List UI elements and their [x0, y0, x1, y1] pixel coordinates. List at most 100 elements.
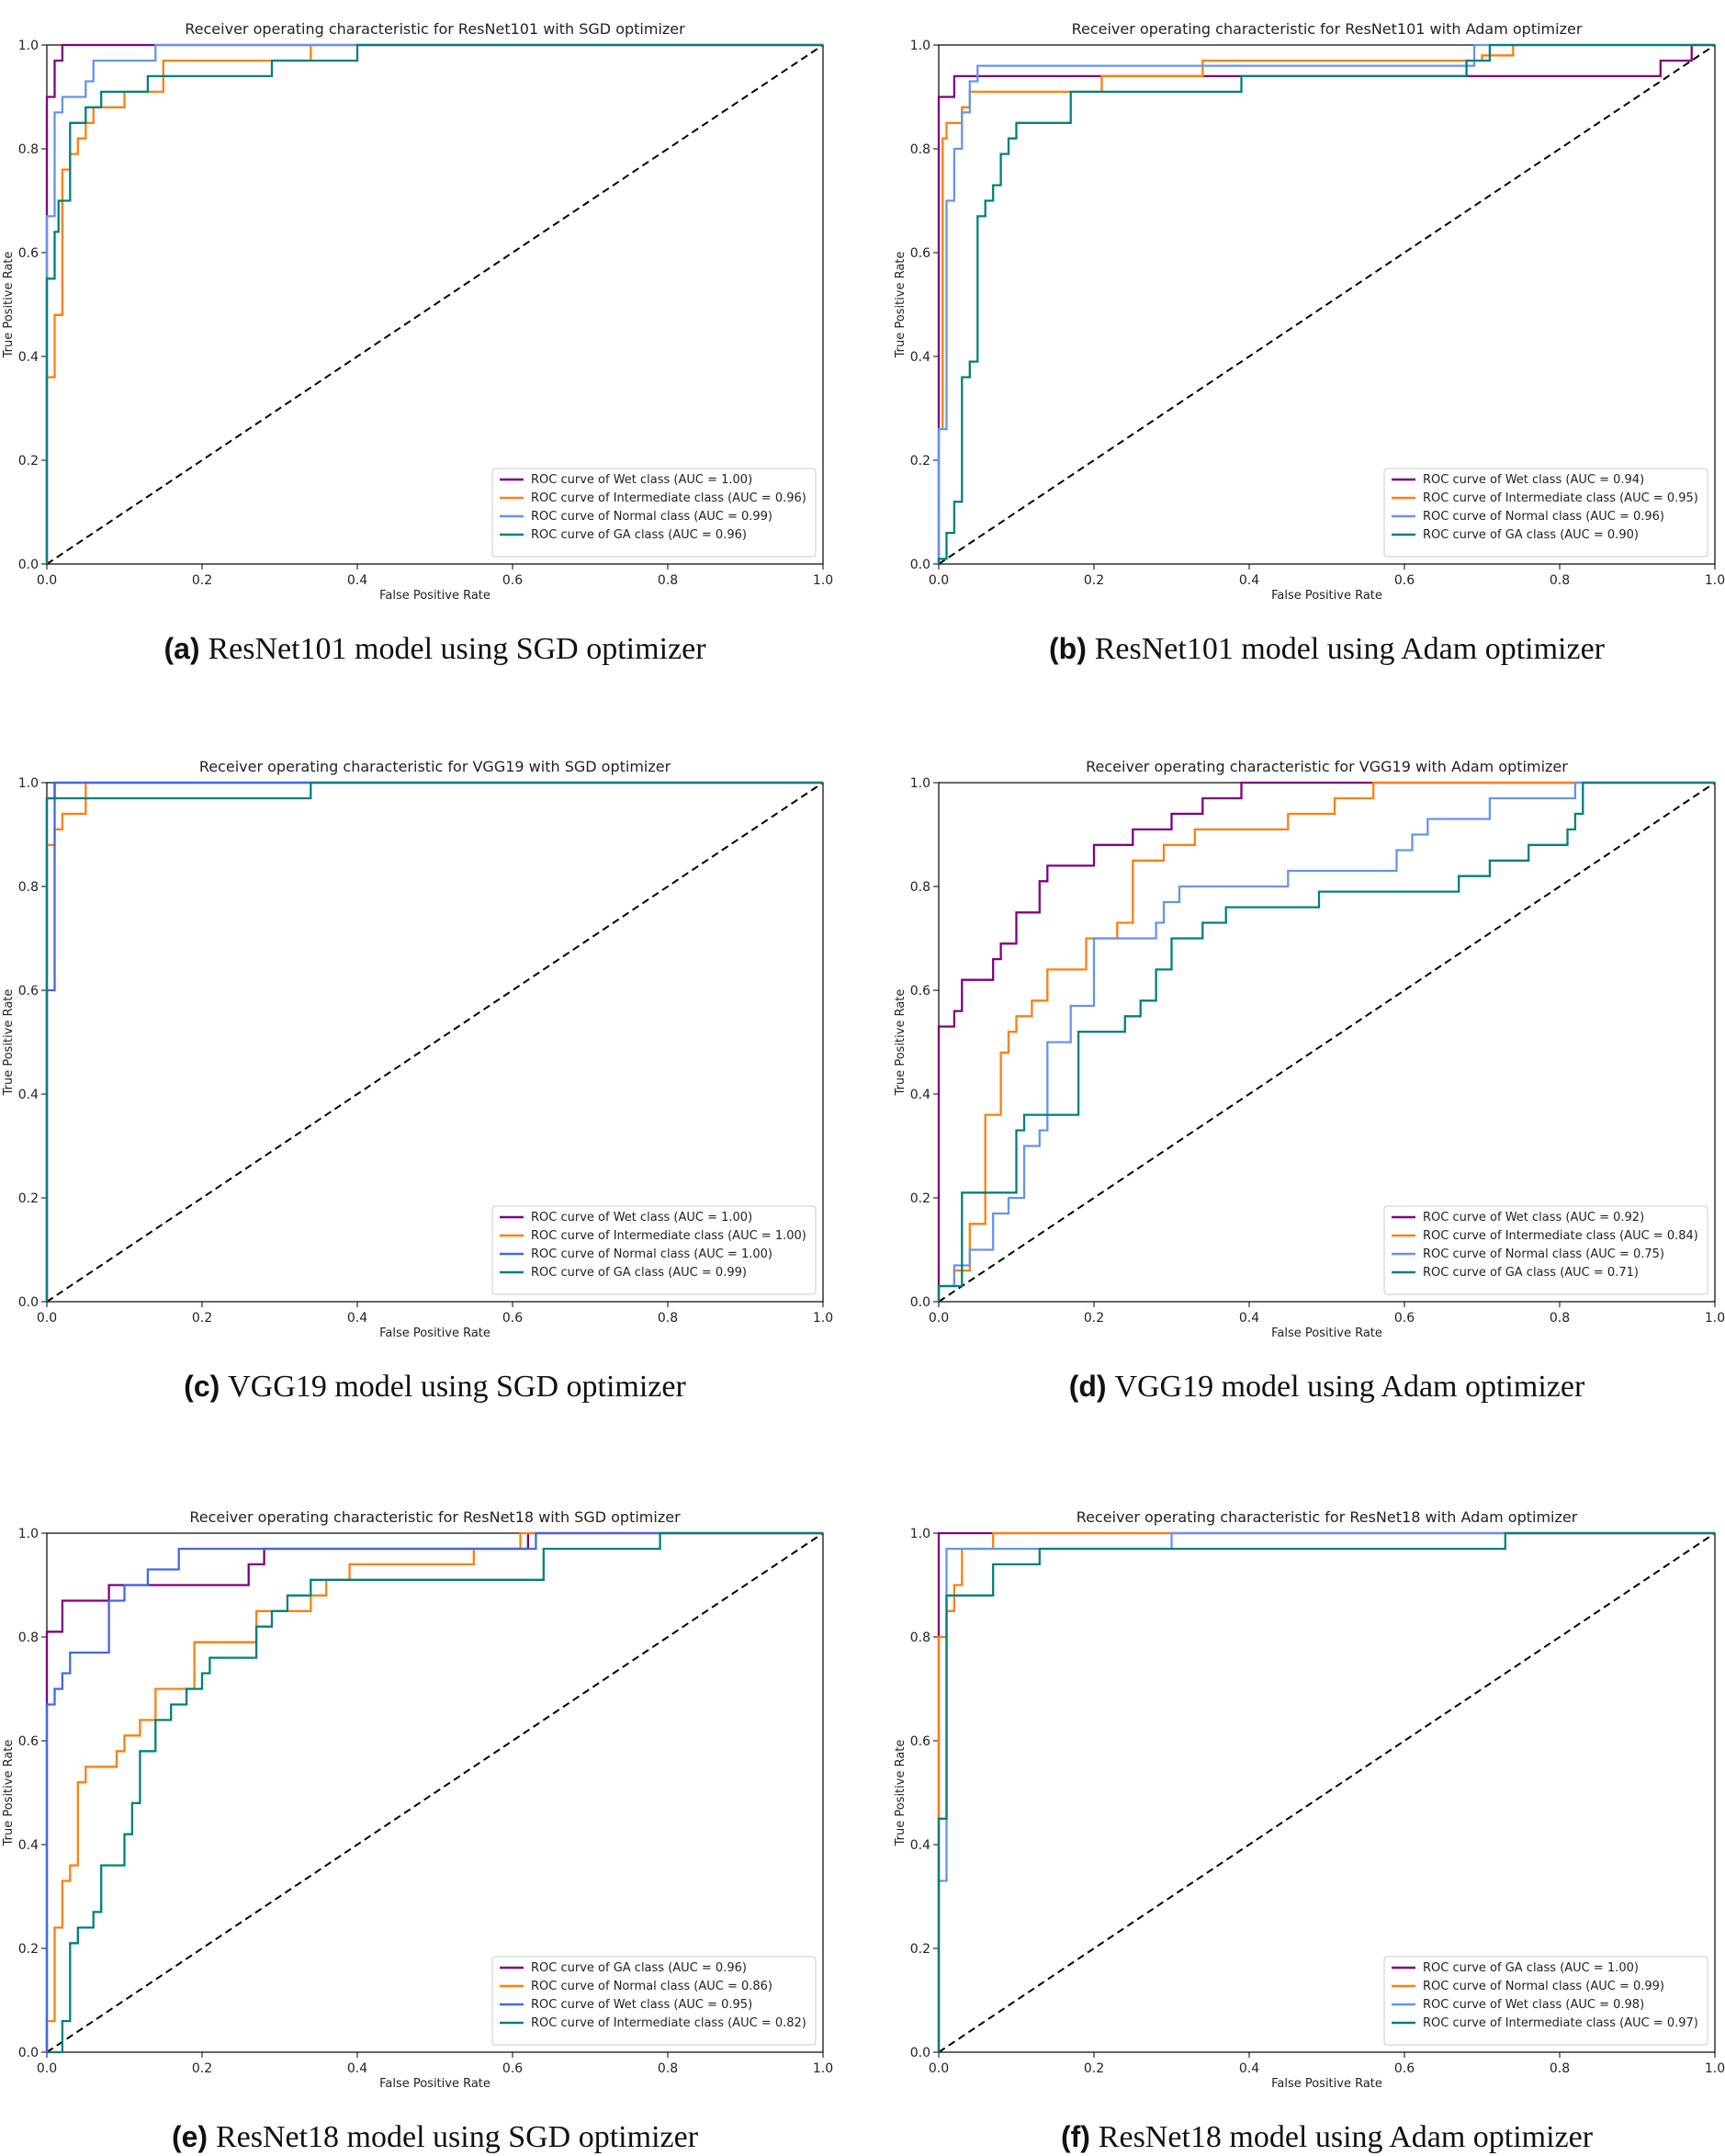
x-axis-label: False Positive Rate — [379, 2077, 490, 2091]
x-tick-label: 0.6 — [502, 1311, 523, 1326]
roc-panel: Receiver operating characteristic for VG… — [894, 758, 1725, 1404]
y-tick-label: 0.4 — [18, 350, 39, 365]
roc-series-line — [45, 1531, 823, 2052]
y-tick-label: 1.0 — [18, 39, 39, 53]
y-tick-label: 0.2 — [18, 1942, 39, 1957]
y-tick-label: 0.2 — [910, 1191, 930, 1206]
y-tick-label: 1.0 — [910, 39, 930, 53]
legend-box — [1383, 1956, 1708, 2046]
caption-text: VGG19 model using SGD optimizer — [228, 1370, 686, 1404]
legend-entry: ROC curve of Normal class (AUC = 0.86) — [531, 1980, 772, 1993]
x-tick-label: 0.2 — [192, 2061, 212, 2076]
y-tick-label: 1.0 — [910, 776, 930, 791]
chance-diagonal-line — [46, 44, 824, 565]
panel-caption: (a) ResNet101 model using SGD optimizer — [163, 632, 706, 666]
legend-entry: ROC curve of GA class (AUC = 0.71) — [1423, 1266, 1639, 1280]
legend-entry: ROC curve of GA class (AUC = 1.00) — [1423, 1961, 1639, 1975]
x-tick-label: 0.4 — [1239, 1311, 1259, 1326]
y-tick-label: 0.2 — [18, 1191, 39, 1206]
legend-entry: ROC curve of Intermediate class (AUC = 0… — [1423, 1229, 1698, 1243]
roc-series-line — [45, 43, 823, 564]
y-tick-label: 0.4 — [910, 350, 930, 365]
chart-title: Receiver operating characteristic for Re… — [185, 20, 685, 38]
y-tick-label: 0.4 — [910, 1838, 930, 1853]
x-tick-label: 0.8 — [1550, 573, 1570, 588]
caption-letter: (f) — [1061, 2120, 1099, 2153]
x-axis-label: False Positive Rate — [379, 589, 490, 603]
y-tick-label: 0.2 — [910, 1942, 930, 1957]
roc-panel: Receiver operating characteristic for Re… — [894, 1508, 1725, 2154]
chart-title: Receiver operating characteristic for VG… — [199, 758, 671, 775]
x-tick-label: 0.4 — [347, 2061, 367, 2076]
x-tick-label: 0.8 — [658, 1311, 678, 1326]
x-axis-label: False Positive Rate — [1271, 1326, 1382, 1340]
legend-entry: ROC curve of GA class (AUC = 0.96) — [531, 528, 747, 542]
chart-title: Receiver operating characteristic for Re… — [1072, 20, 1583, 38]
x-tick-label: 0.4 — [1239, 573, 1259, 588]
legend-box — [1383, 1205, 1708, 1295]
x-tick-label: 0.8 — [658, 573, 678, 588]
legend-box — [491, 468, 817, 558]
legend-entry: ROC curve of Intermediate class (AUC = 0… — [531, 2016, 806, 2030]
y-tick-label: 1.0 — [18, 776, 39, 791]
roc-series-line — [45, 1531, 823, 2052]
x-tick-label: 0.2 — [1084, 573, 1104, 588]
legend-entry: ROC curve of Wet class (AUC = 1.00) — [531, 473, 752, 487]
chart-title: Receiver operating characteristic for Re… — [189, 1508, 681, 1526]
legend-entry: ROC curve of GA class (AUC = 0.96) — [531, 1961, 747, 1975]
roc-series-line — [937, 43, 1715, 564]
x-tick-label: 0.0 — [37, 2061, 57, 2076]
legend-entry: ROC curve of Wet class (AUC = 0.95) — [531, 1998, 752, 2012]
y-tick-label: 1.0 — [18, 1527, 39, 1541]
caption-text: ResNet18 model using SGD optimizer — [216, 2120, 699, 2154]
y-tick-label: 0.8 — [910, 142, 930, 157]
roc-series-line — [45, 43, 823, 564]
x-tick-label: 0.6 — [1394, 1311, 1415, 1326]
roc-series-line — [937, 1531, 1715, 2052]
legend-box — [491, 1205, 817, 1295]
x-tick-label: 0.6 — [1394, 2061, 1415, 2076]
roc-series-line — [45, 781, 823, 1302]
y-tick-label: 0.0 — [910, 1295, 930, 1310]
roc-panel: Receiver operating characteristic for VG… — [2, 758, 833, 1404]
x-tick-label: 0.8 — [1550, 1311, 1570, 1326]
y-tick-label: 0.4 — [18, 1838, 39, 1853]
x-tick-label: 1.0 — [1705, 1311, 1725, 1326]
y-tick-label: 0.6 — [18, 984, 39, 999]
legend-entry: ROC curve of GA class (AUC = 0.99) — [531, 1266, 747, 1280]
roc-series-line — [937, 781, 1715, 1302]
x-tick-label: 0.4 — [347, 1311, 367, 1326]
legend-entry: ROC curve of Intermediate class (AUC = 0… — [1423, 491, 1698, 505]
x-tick-label: 0.8 — [658, 2061, 678, 2076]
y-tick-label: 0.8 — [18, 880, 39, 895]
legend-entry: ROC curve of GA class (AUC = 0.90) — [1423, 528, 1639, 542]
roc-series-line — [45, 781, 823, 1302]
x-tick-label: 0.0 — [37, 1311, 57, 1326]
x-tick-label: 1.0 — [813, 2061, 833, 2076]
chance-diagonal-line — [938, 44, 1716, 565]
caption-text: ResNet101 model using SGD optimizer — [208, 632, 706, 666]
x-axis-label: False Positive Rate — [379, 1326, 490, 1340]
legend-entry: ROC curve of Normal class (AUC = 0.99) — [1423, 1980, 1664, 1993]
chart-title: Receiver operating characteristic for VG… — [1086, 758, 1568, 775]
roc-series-line — [937, 43, 1715, 564]
x-tick-label: 1.0 — [813, 1311, 833, 1326]
y-tick-label: 0.8 — [18, 1631, 39, 1645]
x-axis-label: False Positive Rate — [1271, 589, 1382, 603]
legend-box — [491, 1956, 817, 2046]
legend-entry: ROC curve of Normal class (AUC = 0.75) — [1423, 1247, 1664, 1261]
roc-series-line — [45, 43, 823, 564]
x-tick-label: 0.6 — [502, 2061, 523, 2076]
y-axis-label: True Positive Rate — [2, 1740, 16, 1847]
y-tick-label: 0.0 — [18, 558, 39, 572]
caption-letter: (e) — [172, 2120, 216, 2153]
panel-caption: (d) VGG19 model using Adam optimizer — [1069, 1370, 1585, 1404]
chance-diagonal-line — [46, 782, 824, 1303]
y-axis-label: True Positive Rate — [2, 989, 16, 1097]
x-tick-label: 0.0 — [929, 2061, 949, 2076]
y-tick-label: 0.8 — [18, 142, 39, 157]
x-tick-label: 0.6 — [1394, 573, 1415, 588]
y-tick-label: 0.4 — [18, 1088, 39, 1102]
roc-series-line — [937, 1531, 1715, 2052]
y-axis-label: True Positive Rate — [2, 252, 16, 359]
